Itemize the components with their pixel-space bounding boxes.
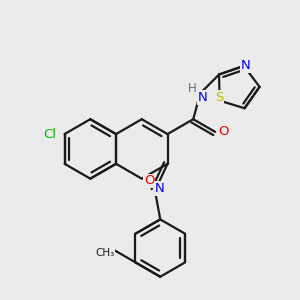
Text: O: O (218, 125, 229, 138)
Text: O: O (144, 174, 154, 187)
Text: N: N (154, 182, 164, 195)
Text: N: N (241, 59, 251, 72)
Text: Cl: Cl (43, 128, 56, 141)
Text: H: H (188, 82, 197, 94)
Text: CH₃: CH₃ (95, 248, 115, 258)
Text: N: N (197, 91, 207, 104)
Text: S: S (215, 91, 224, 104)
